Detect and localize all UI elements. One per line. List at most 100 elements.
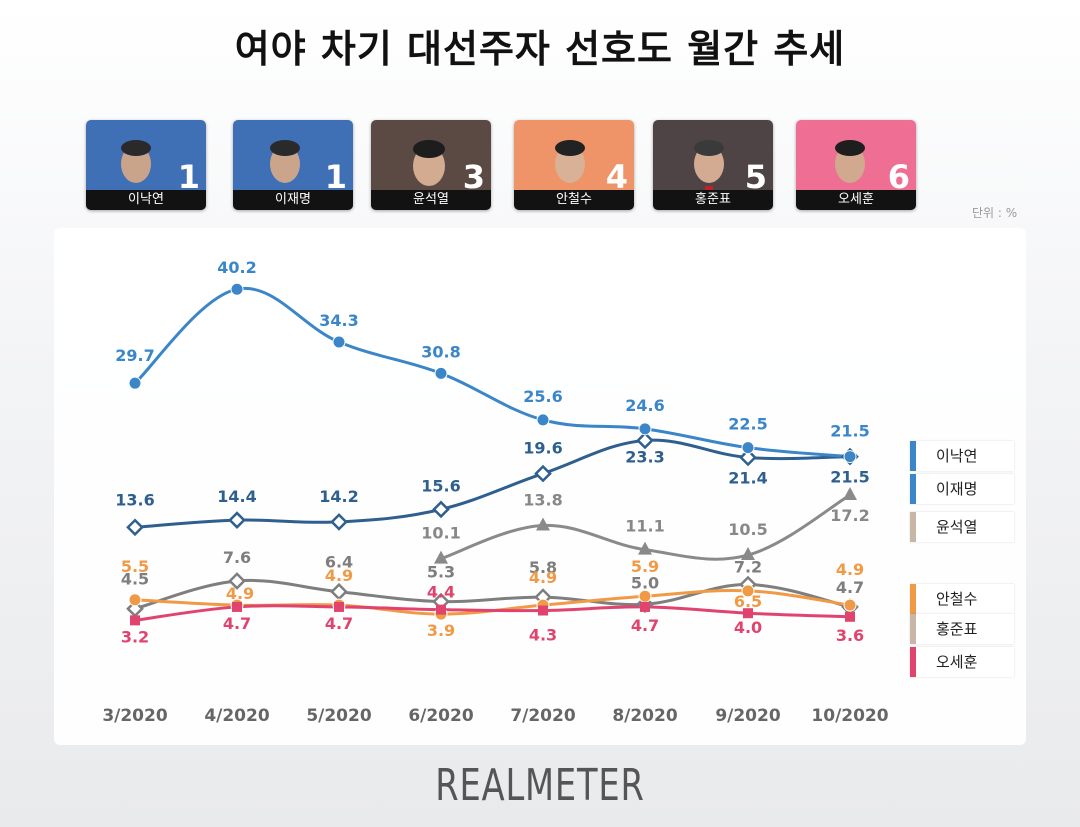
data-point (743, 608, 753, 619)
candidate-card: 1 이낙연 (86, 120, 206, 210)
x-tick-label: 8/2020 (612, 706, 678, 726)
data-point (228, 511, 246, 529)
data-point (330, 513, 348, 531)
data-label: 13.8 (523, 490, 562, 509)
legend-label: 오세훈 (936, 653, 978, 671)
candidate-rank: 1 (324, 158, 347, 196)
candidate-card: 1 이재명 (233, 120, 353, 210)
candidate-name: 이재명 (233, 190, 353, 210)
data-label: 4.7 (223, 614, 251, 633)
x-tick-label: 10/2020 (811, 706, 888, 726)
data-point (334, 601, 344, 612)
data-point (741, 584, 755, 598)
data-label: 4.9 (529, 568, 557, 587)
candidate-card: 3 윤석열 (371, 120, 491, 210)
series-line (133, 578, 852, 611)
unit-label: 단위 : % (972, 206, 1018, 220)
candidate-rank: 4 (605, 158, 628, 196)
candidate-rank: 6 (887, 158, 910, 196)
data-label: 3.6 (836, 626, 864, 645)
data-point (128, 376, 142, 390)
data-point (636, 431, 654, 450)
data-point (638, 422, 652, 436)
data-label: 17.2 (830, 506, 869, 525)
data-label: 4.0 (734, 618, 762, 637)
legend-label: 홍준표 (936, 620, 978, 638)
data-point (741, 441, 755, 455)
data-label: 5.0 (631, 573, 659, 592)
data-point (536, 413, 550, 427)
data-label: 25.6 (523, 387, 562, 406)
data-label: 7.2 (734, 558, 762, 577)
data-label: 4.9 (226, 584, 254, 603)
legend-label: 이낙연 (936, 447, 978, 465)
data-point (843, 450, 857, 464)
data-label: 4.4 (427, 583, 455, 602)
data-label: 4.9 (325, 566, 353, 585)
legend-item: 홍준표 (910, 614, 1014, 644)
data-label: 5.8 (529, 558, 557, 577)
data-label: 19.6 (523, 439, 562, 458)
candidate-name: 이낙연 (86, 190, 206, 210)
candidate-rank: 5 (744, 158, 767, 196)
data-label: 5.9 (631, 557, 659, 576)
legend-item: 윤석열 (910, 512, 1014, 542)
data-label: 3.2 (121, 627, 149, 646)
data-point (534, 464, 552, 483)
data-label: 4.7 (631, 616, 659, 635)
page-title: 여야 차기 대선주자 선호도 월간 추세 (234, 27, 846, 71)
legend-label: 윤석열 (936, 518, 978, 536)
series-line (133, 604, 852, 622)
candidate-rank: 3 (462, 158, 485, 196)
data-label: 13.6 (115, 490, 154, 509)
data-point (230, 282, 244, 296)
candidate-rank: 1 (177, 158, 200, 196)
data-label: 5.5 (121, 557, 149, 576)
candidate-name: 홍준표 (653, 190, 773, 210)
x-tick-label: 3/2020 (102, 706, 168, 726)
legend-item: 안철수 (910, 584, 1014, 614)
data-point (434, 550, 448, 564)
candidate-card: 5 홍준표 (653, 120, 773, 210)
data-point (434, 366, 448, 380)
data-label: 6.5 (734, 592, 762, 611)
data-label: 6.4 (325, 553, 353, 572)
data-label: 7.6 (223, 548, 251, 567)
data-point (330, 582, 348, 601)
data-point (843, 598, 857, 612)
data-label: 14.4 (217, 487, 256, 506)
data-point (538, 605, 548, 616)
data-point (432, 500, 450, 519)
candidate-name: 윤석열 (371, 190, 491, 210)
candidate-name: 안철수 (514, 190, 634, 210)
legend-label: 이재명 (936, 480, 978, 498)
legend-label: 안철수 (936, 590, 978, 608)
data-point (638, 541, 652, 555)
data-point (128, 593, 142, 607)
chart-panel (54, 228, 1026, 745)
data-point (228, 572, 246, 590)
legend-item: 이재명 (910, 474, 1014, 504)
x-tick-label: 6/2020 (408, 706, 474, 726)
data-label: 40.2 (217, 258, 256, 277)
data-label: 14.2 (319, 487, 358, 506)
x-tick-label: 4/2020 (204, 706, 270, 726)
data-label: 21.5 (830, 422, 869, 441)
data-label: 34.3 (319, 311, 358, 330)
series-line (133, 438, 852, 529)
x-tick-label: 9/2020 (715, 706, 781, 726)
x-tick-label: 7/2020 (510, 706, 576, 726)
data-label: 21.5 (830, 468, 869, 487)
data-point (332, 335, 346, 349)
data-point (436, 604, 446, 615)
data-label: 4.5 (121, 570, 149, 589)
data-label: 4.7 (836, 578, 864, 597)
data-label: 29.7 (115, 346, 154, 365)
data-label: 24.6 (625, 396, 664, 415)
data-label: 21.4 (728, 468, 767, 487)
data-label: 22.5 (728, 415, 767, 434)
data-point (739, 448, 757, 467)
data-label: 5.3 (427, 563, 455, 582)
data-label: 11.1 (625, 517, 664, 536)
